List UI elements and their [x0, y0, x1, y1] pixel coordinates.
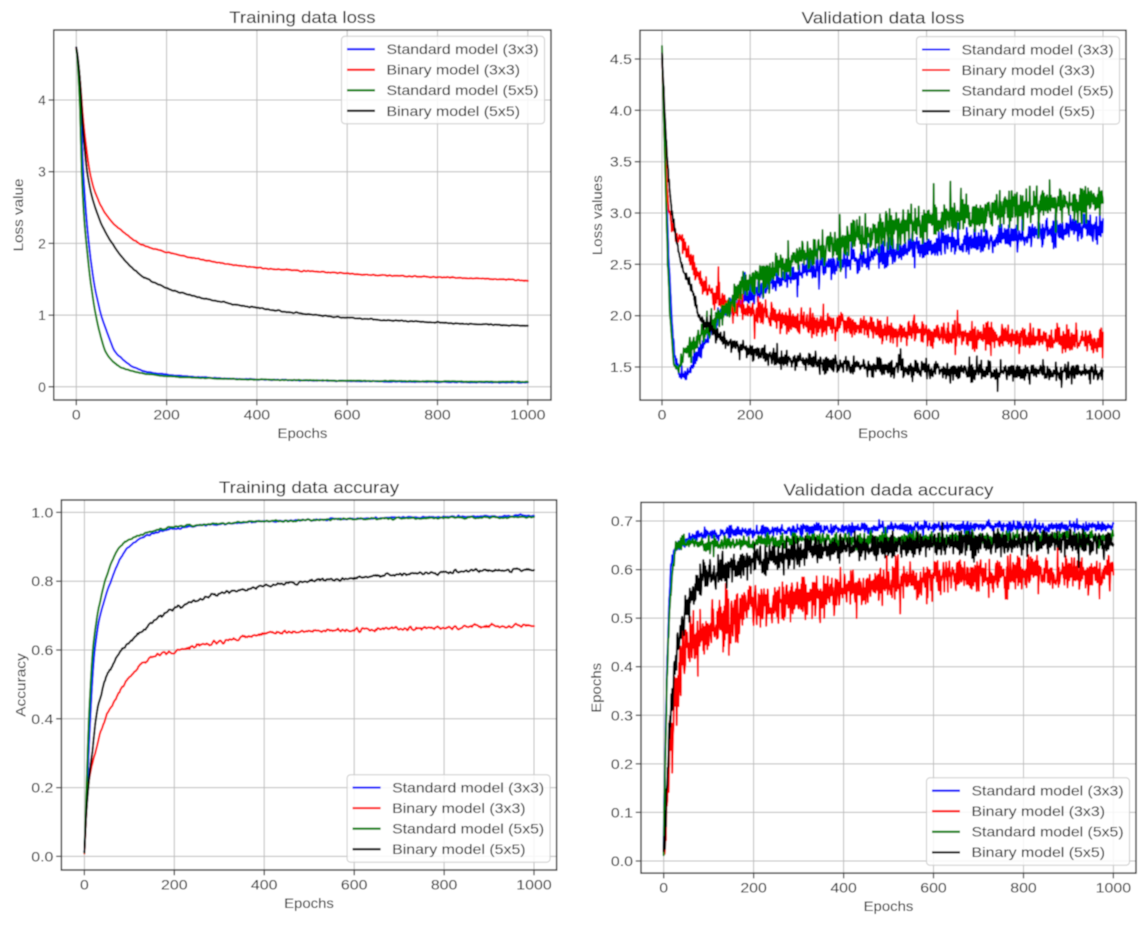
- svg-text:4.0: 4.0: [610, 102, 632, 118]
- svg-text:400: 400: [244, 407, 271, 423]
- svg-text:Epochs: Epochs: [588, 663, 604, 713]
- svg-text:Standard model (3x3): Standard model (3x3): [387, 41, 539, 57]
- svg-text:Standard model (3x3): Standard model (3x3): [972, 783, 1124, 799]
- svg-text:Standard model (3x3): Standard model (3x3): [392, 780, 544, 796]
- svg-text:2.0: 2.0: [610, 308, 632, 324]
- svg-text:0.8: 0.8: [31, 573, 53, 589]
- svg-text:600: 600: [913, 407, 940, 423]
- svg-text:800: 800: [1002, 407, 1029, 423]
- svg-text:Epochs: Epochs: [284, 895, 334, 911]
- svg-text:200: 200: [153, 407, 180, 423]
- svg-text:0.6: 0.6: [611, 562, 633, 578]
- svg-text:2.5: 2.5: [610, 256, 632, 272]
- svg-text:800: 800: [424, 407, 451, 423]
- svg-text:Standard model (5x5): Standard model (5x5): [392, 821, 544, 837]
- svg-text:2: 2: [38, 235, 46, 251]
- svg-text:Binary model (5x5): Binary model (5x5): [972, 844, 1106, 860]
- svg-text:3: 3: [38, 164, 46, 180]
- svg-text:0.0: 0.0: [611, 853, 633, 869]
- svg-text:4: 4: [38, 92, 46, 108]
- svg-text:200: 200: [161, 877, 188, 893]
- svg-text:200: 200: [740, 880, 767, 896]
- svg-text:1: 1: [38, 307, 46, 323]
- svg-text:800: 800: [431, 877, 458, 893]
- svg-text:Binary model (3x3): Binary model (3x3): [972, 803, 1106, 819]
- svg-text:0.4: 0.4: [611, 659, 633, 675]
- svg-text:0.7: 0.7: [611, 513, 633, 529]
- svg-text:Validation data loss: Validation data loss: [802, 8, 965, 27]
- svg-text:Loss value: Loss value: [10, 178, 26, 251]
- svg-text:Epochs: Epochs: [858, 425, 908, 441]
- svg-text:800: 800: [1010, 880, 1037, 896]
- svg-text:400: 400: [251, 877, 278, 893]
- svg-text:600: 600: [341, 877, 368, 893]
- svg-text:1000: 1000: [510, 407, 546, 423]
- svg-text:Standard model (5x5): Standard model (5x5): [972, 824, 1124, 840]
- svg-text:Binary model (3x3): Binary model (3x3): [387, 62, 521, 78]
- svg-text:Standard model (5x5): Standard model (5x5): [962, 83, 1114, 99]
- svg-text:Accuracy: Accuracy: [13, 653, 29, 717]
- svg-text:3.0: 3.0: [610, 205, 632, 221]
- svg-text:0: 0: [658, 407, 667, 423]
- svg-text:1.5: 1.5: [610, 359, 632, 375]
- svg-text:Validation dada accuracy: Validation dada accuracy: [783, 480, 994, 499]
- svg-text:400: 400: [830, 880, 857, 896]
- svg-text:0.0: 0.0: [31, 848, 53, 864]
- svg-text:0.3: 0.3: [611, 707, 633, 723]
- svg-text:0: 0: [80, 877, 89, 893]
- svg-text:1000: 1000: [1096, 880, 1132, 896]
- svg-text:Binary model (5x5): Binary model (5x5): [392, 841, 525, 857]
- svg-text:Loss values: Loss values: [589, 175, 605, 255]
- svg-text:Binary model (3x3): Binary model (3x3): [962, 62, 1096, 78]
- svg-text:Standard model (3x3): Standard model (3x3): [962, 41, 1114, 57]
- svg-text:0.6: 0.6: [31, 642, 53, 658]
- svg-text:Epochs: Epochs: [864, 898, 914, 914]
- svg-text:1000: 1000: [516, 877, 552, 893]
- svg-text:4.5: 4.5: [610, 51, 632, 67]
- svg-text:0.4: 0.4: [31, 711, 53, 727]
- svg-text:200: 200: [737, 407, 764, 423]
- svg-text:0: 0: [72, 407, 81, 423]
- svg-text:Binary model (5x5): Binary model (5x5): [962, 103, 1096, 119]
- svg-text:0.2: 0.2: [611, 756, 633, 772]
- svg-text:Standard model (5x5): Standard model (5x5): [387, 82, 539, 98]
- svg-text:600: 600: [334, 407, 361, 423]
- svg-text:1.0: 1.0: [31, 504, 53, 520]
- svg-text:Training data loss: Training data loss: [229, 8, 375, 27]
- svg-text:0.2: 0.2: [31, 780, 53, 796]
- svg-text:Binary model (5x5): Binary model (5x5): [387, 103, 521, 119]
- svg-text:600: 600: [920, 880, 947, 896]
- svg-text:Training data accuray: Training data accuray: [219, 478, 400, 497]
- svg-text:Binary model (3x3): Binary model (3x3): [392, 800, 525, 816]
- svg-text:1000: 1000: [1085, 407, 1121, 423]
- svg-text:400: 400: [825, 407, 852, 423]
- svg-text:3.5: 3.5: [610, 154, 632, 170]
- svg-text:0.1: 0.1: [611, 804, 633, 820]
- svg-text:0: 0: [659, 880, 668, 896]
- svg-text:Epochs: Epochs: [278, 425, 328, 441]
- svg-text:0.5: 0.5: [611, 610, 633, 626]
- svg-text:0: 0: [38, 379, 46, 395]
